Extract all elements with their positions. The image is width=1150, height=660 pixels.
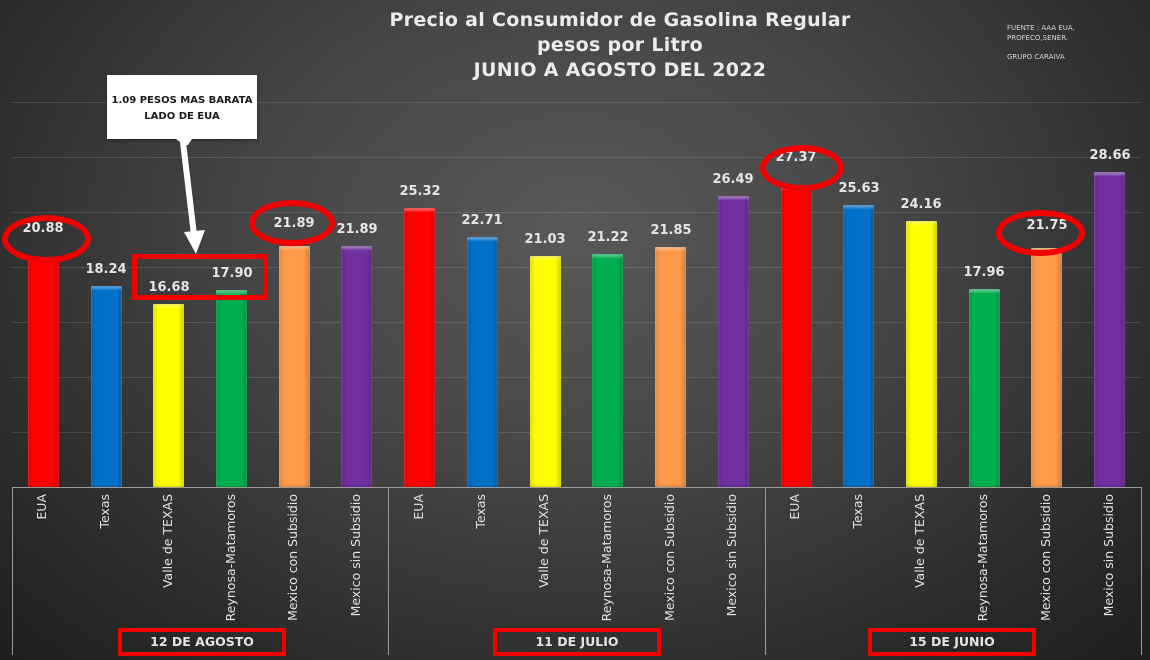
data-label: 21.03 <box>524 232 566 247</box>
gridline <box>12 267 1141 268</box>
category-label: Mexico con Subsidio <box>662 494 677 621</box>
category-label: Texas <box>850 494 865 529</box>
highlight-circle-agosto-mexico-con-subsidio <box>249 200 335 246</box>
highlight-circle-agosto-eua <box>2 215 91 263</box>
category-label: Reynosa-Matamoros <box>599 494 614 622</box>
bar-reynosa-matamoros <box>592 254 623 487</box>
data-label: 17.96 <box>963 265 1005 280</box>
group-divider <box>765 487 766 655</box>
data-label: 25.63 <box>838 181 880 196</box>
category-label: Mexico con Subsidio <box>285 494 300 621</box>
data-label: 28.66 <box>1089 148 1131 163</box>
source-note: FUENTE : AAA EUA, PROFECO,SENER. GRUPO C… <box>1007 23 1075 62</box>
bar-valle-de-texas <box>153 304 184 487</box>
highlight-circle-junio-eua <box>760 145 844 191</box>
category-label: EUA <box>787 494 802 520</box>
category-label: Mexico sin Subsidio <box>348 494 363 617</box>
callout-box: 1.09 PESOS MAS BARATA LADO DE EUA <box>107 75 257 139</box>
bar-valle-de-texas <box>906 221 937 487</box>
gridline <box>12 377 1141 378</box>
data-label: 26.49 <box>712 172 754 187</box>
category-label: Valle de TEXAS <box>536 494 551 589</box>
category-label: Reynosa-Matamoros <box>223 494 238 622</box>
group-label-agosto: 12 DE AGOSTO <box>118 628 286 656</box>
group-divider <box>1141 487 1142 655</box>
gridline <box>12 322 1141 323</box>
gridline <box>12 102 1141 103</box>
bar-mexico-sin-subsidio <box>718 196 749 487</box>
bar-valle-de-texas <box>530 256 561 487</box>
gridline <box>12 157 1141 158</box>
data-label: 16.68 <box>148 280 190 295</box>
data-label: 21.89 <box>336 222 378 237</box>
data-label: 18.24 <box>85 262 127 277</box>
group-divider <box>388 487 389 655</box>
category-label: Mexico sin Subsidio <box>1101 494 1116 617</box>
bar-mexico-con-subsidio <box>655 247 686 487</box>
chart-title-line3: JUNIO A AGOSTO DEL 2022 <box>473 59 767 81</box>
category-label: Reynosa-Matamoros <box>975 494 990 622</box>
source-author: GRUPO CARAIVA <box>1007 53 1065 61</box>
group-label-junio: 15 DE JUNIO <box>868 628 1036 656</box>
bar-mexico-con-subsidio <box>279 246 310 487</box>
chart-title: Precio al Consumidor de Gasolina Regular… <box>0 8 1150 83</box>
category-label: Mexico sin Subsidio <box>724 494 739 617</box>
data-label: 24.16 <box>900 197 942 212</box>
bar-reynosa-matamoros <box>216 290 247 487</box>
bar-eua <box>404 208 435 487</box>
data-label: 21.85 <box>650 223 692 238</box>
data-label: 17.90 <box>211 266 253 281</box>
data-label: 22.71 <box>461 213 503 228</box>
bar-texas <box>843 205 874 487</box>
highlight-circle-junio-mexico-con-subsidio <box>996 210 1085 256</box>
chart-title-line2: pesos por Litro <box>536 34 704 56</box>
data-label: 21.22 <box>587 230 629 245</box>
category-label: Texas <box>97 494 112 529</box>
highlight-box-agosto-valle-reynosa <box>132 254 268 300</box>
bar-texas <box>467 237 498 487</box>
callout-line1: 1.09 PESOS MAS BARATA <box>111 95 253 106</box>
source-line2: PROFECO,SENER. <box>1007 34 1069 42</box>
bar-reynosa-matamoros <box>969 289 1000 487</box>
bar-mexico-sin-subsidio <box>341 246 372 487</box>
category-label: EUA <box>34 494 49 520</box>
data-label: 25.32 <box>399 184 441 199</box>
category-label: Texas <box>473 494 488 529</box>
category-label: EUA <box>411 494 426 520</box>
group-label-julio: 11 DE JULIO <box>493 628 661 656</box>
group-divider <box>12 487 13 655</box>
category-label: Valle de TEXAS <box>160 494 175 589</box>
x-axis <box>12 487 1141 655</box>
category-label: Mexico con Subsidio <box>1038 494 1053 621</box>
bar-mexico-sin-subsidio <box>1094 172 1125 487</box>
chart-title-line1: Precio al Consumidor de Gasolina Regular <box>389 9 851 31</box>
source-line1: FUENTE : AAA EUA, <box>1007 24 1075 32</box>
bar-mexico-con-subsidio <box>1031 248 1062 487</box>
gridline <box>12 432 1141 433</box>
gridline <box>12 212 1141 213</box>
category-label: Valle de TEXAS <box>912 494 927 589</box>
bar-eua <box>781 186 812 487</box>
callout-line2: LADO DE EUA <box>144 111 220 122</box>
bar-texas <box>91 286 122 487</box>
bar-eua <box>28 257 59 487</box>
